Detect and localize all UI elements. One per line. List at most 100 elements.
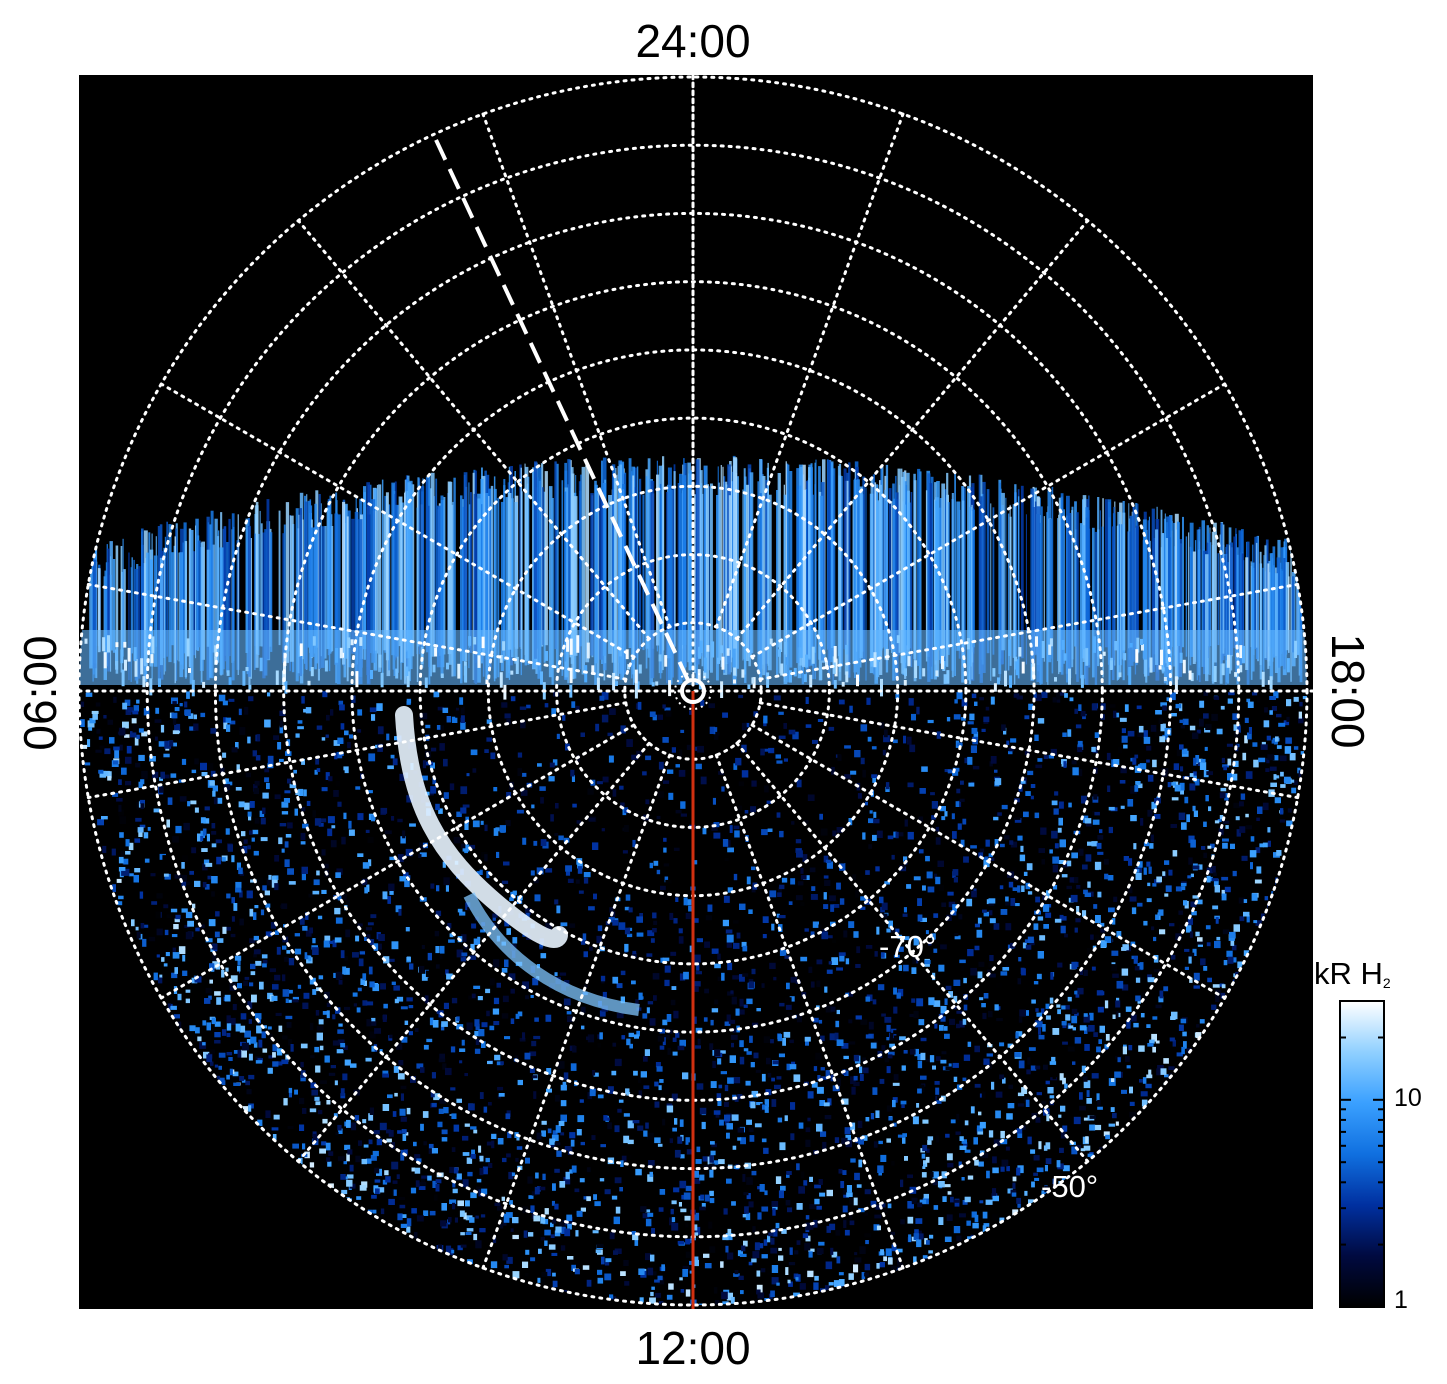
emission-streak bbox=[542, 487, 544, 645]
emission-pixel bbox=[604, 1261, 610, 1266]
emission-pixel bbox=[214, 991, 221, 996]
emission-pixel bbox=[164, 929, 169, 936]
emission-pixel bbox=[1184, 966, 1189, 970]
emission-pixel bbox=[120, 850, 125, 859]
emission-pixel bbox=[362, 1000, 368, 1006]
emission-speck bbox=[515, 656, 519, 674]
emission-pixel bbox=[1017, 1203, 1021, 1208]
emission-pixel bbox=[743, 1048, 749, 1052]
emission-pixel bbox=[1264, 896, 1269, 901]
emission-pixel bbox=[788, 1262, 796, 1266]
emission-pixel bbox=[445, 1067, 452, 1076]
emission-pixel bbox=[944, 811, 948, 817]
emission-pixel bbox=[337, 1124, 342, 1131]
emission-speck bbox=[741, 669, 745, 678]
emission-pixel bbox=[254, 780, 260, 786]
emission-pixel bbox=[620, 1160, 624, 1167]
emission-pixel bbox=[851, 1086, 856, 1095]
emission-pixel bbox=[159, 787, 164, 793]
emission-pixel bbox=[370, 1154, 377, 1161]
emission-pixel bbox=[977, 917, 982, 924]
emission-pixel bbox=[985, 706, 990, 711]
emission-pixel bbox=[171, 742, 177, 747]
emission-pixel bbox=[835, 1230, 841, 1236]
emission-pixel bbox=[938, 964, 945, 972]
emission-pixel bbox=[1043, 1145, 1048, 1151]
emission-pixel bbox=[609, 1232, 615, 1240]
emission-streak bbox=[743, 484, 746, 675]
emission-pixel bbox=[880, 1154, 887, 1162]
emission-pixel bbox=[517, 1011, 523, 1017]
emission-pixel bbox=[429, 762, 435, 769]
emission-pixel bbox=[1095, 915, 1101, 923]
emission-pixel bbox=[382, 1179, 388, 1185]
emission-pixel bbox=[1162, 705, 1167, 711]
emission-pixel bbox=[575, 879, 580, 884]
emission-pixel bbox=[480, 820, 484, 825]
emission-speck bbox=[1093, 636, 1096, 653]
emission-pixel bbox=[1035, 1065, 1041, 1070]
emission-pixel bbox=[626, 1155, 632, 1160]
emission-pixel bbox=[552, 1130, 558, 1135]
emission-pixel bbox=[922, 885, 926, 891]
emission-pixel bbox=[711, 1143, 717, 1148]
emission-pixel bbox=[333, 790, 339, 797]
emission-pixel bbox=[336, 1049, 344, 1054]
emission-pixel bbox=[838, 699, 845, 705]
emission-streak bbox=[500, 501, 504, 671]
emission-pixel bbox=[433, 691, 439, 698]
emission-pixel bbox=[547, 1128, 552, 1134]
emission-pixel bbox=[374, 1167, 380, 1174]
emission-pixel bbox=[1160, 723, 1166, 732]
emission-pixel bbox=[805, 1139, 811, 1147]
emission-pixel bbox=[203, 859, 210, 865]
emission-pixel bbox=[727, 887, 733, 893]
emission-speck bbox=[706, 645, 710, 652]
emission-pixel bbox=[466, 1228, 474, 1232]
emission-pixel bbox=[901, 1104, 905, 1108]
emission-pixel bbox=[907, 1216, 914, 1224]
emission-pixel bbox=[1175, 933, 1182, 941]
emission-speck bbox=[226, 670, 230, 676]
emission-pixel bbox=[726, 1014, 731, 1023]
emission-pixel bbox=[283, 1098, 288, 1106]
emission-pixel bbox=[457, 1200, 464, 1207]
emission-pixel bbox=[160, 724, 165, 733]
emission-pixel bbox=[614, 1058, 622, 1067]
emission-pixel bbox=[973, 731, 979, 740]
emission-pixel bbox=[839, 898, 845, 905]
emission-pixel bbox=[1189, 931, 1193, 938]
emission-pixel bbox=[847, 991, 854, 997]
emission-pixel bbox=[861, 1272, 866, 1280]
emission-pixel bbox=[389, 856, 396, 861]
emission-pixel bbox=[506, 928, 511, 935]
emission-pixel bbox=[479, 1168, 484, 1176]
emission-pixel bbox=[952, 1062, 959, 1068]
emission-pixel bbox=[99, 745, 105, 749]
emission-pixel bbox=[1231, 773, 1238, 781]
emission-speck bbox=[1188, 670, 1192, 680]
emission-pixel bbox=[715, 731, 720, 736]
emission-pixel bbox=[512, 890, 517, 896]
emission-pixel bbox=[516, 809, 524, 814]
emission-pixel bbox=[620, 802, 625, 807]
emission-pixel bbox=[1078, 848, 1084, 856]
emission-pixel bbox=[684, 1215, 691, 1221]
emission-pixel bbox=[237, 965, 241, 972]
emission-pixel bbox=[1019, 854, 1026, 862]
emission-pixel bbox=[1119, 780, 1126, 784]
emission-pixel bbox=[1115, 1121, 1119, 1126]
emission-pixel bbox=[1005, 901, 1010, 906]
emission-pixel bbox=[172, 718, 177, 725]
emission-pixel bbox=[299, 1124, 305, 1131]
emission-pixel bbox=[692, 1232, 699, 1236]
emission-streak bbox=[876, 500, 880, 678]
emission-pixel bbox=[903, 1050, 908, 1054]
emission-streak bbox=[1236, 547, 1239, 685]
emission-pixel bbox=[967, 1041, 972, 1047]
emission-pixel bbox=[214, 931, 220, 938]
emission-pixel bbox=[787, 1011, 793, 1017]
emission-pixel bbox=[379, 1122, 387, 1131]
emission-pixel bbox=[131, 919, 135, 927]
emission-pixel bbox=[228, 1057, 233, 1061]
